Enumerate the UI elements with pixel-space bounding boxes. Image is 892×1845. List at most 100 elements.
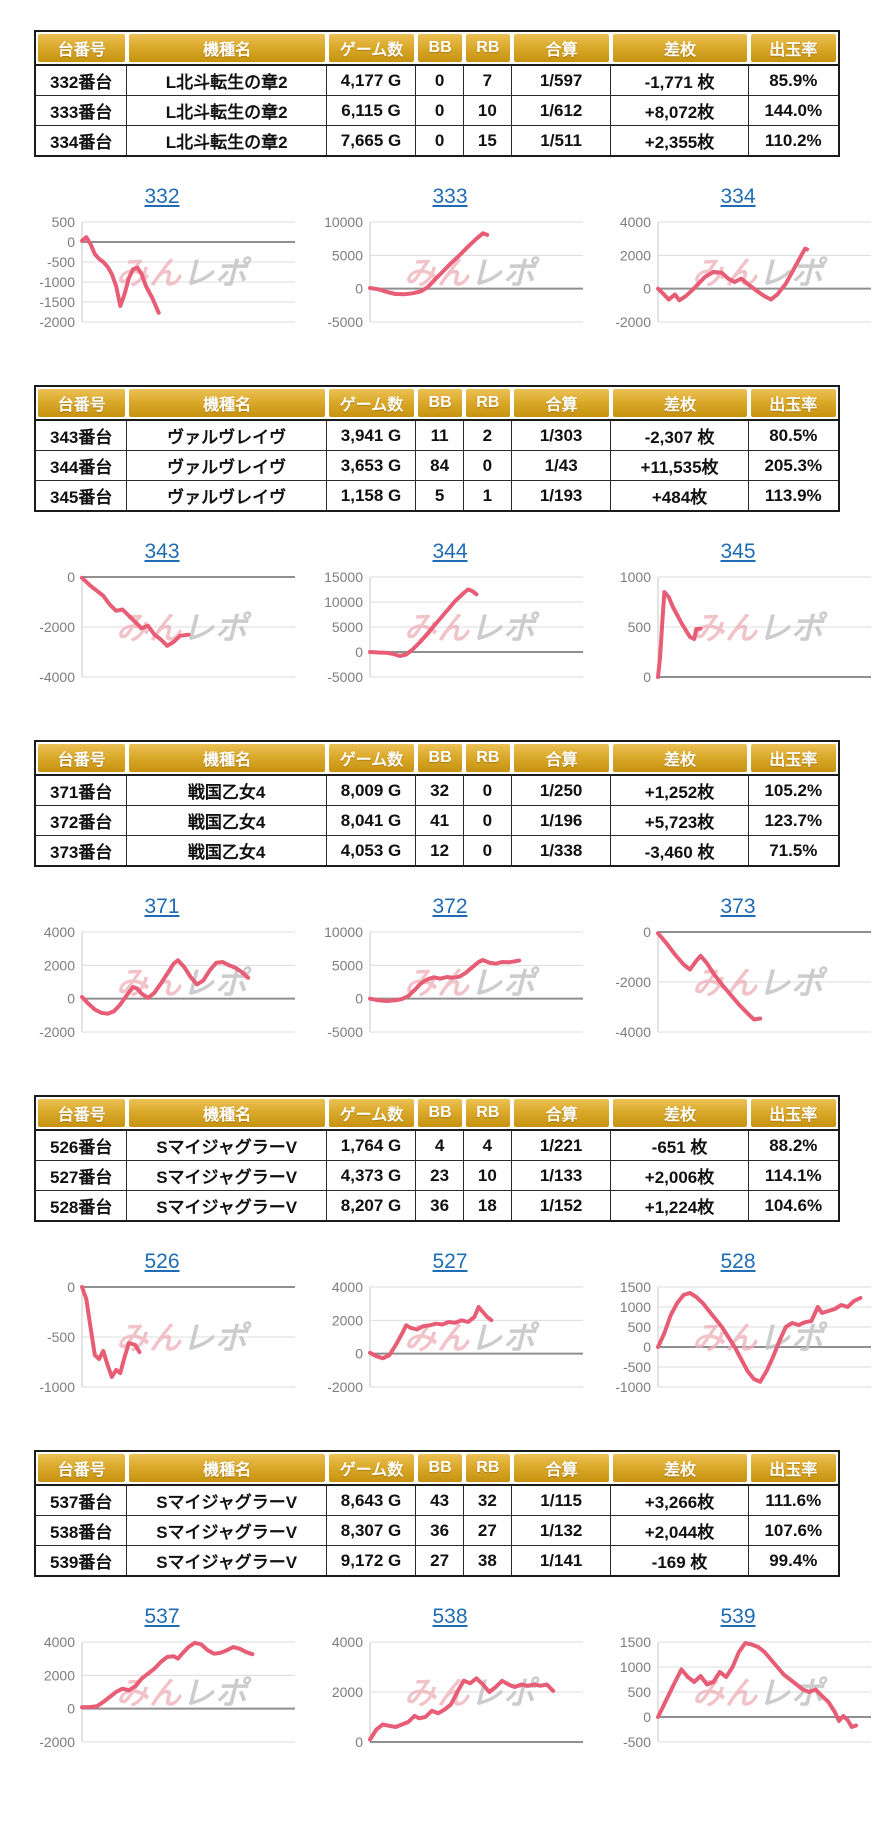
table-row: 537番台 SマイジャグラーV 8,643 G 43 32 1/115 +3,266枚 111…	[36, 1484, 838, 1516]
table-row: 539番台 SマイジャグラーV 9,172 G 27 38 1/141 -169 枚 99.4…	[36, 1546, 838, 1575]
watermark-gray-part: レポ	[470, 965, 540, 1001]
cell-diff-medals: +3,266枚	[611, 1484, 749, 1516]
table-row: 538番台 SマイジャグラーV 8,307 G 36 27 1/132 +2,044枚 107…	[36, 1516, 838, 1546]
slump-chart-block: 371 4000 2000 0 -2000 みんレポ	[18, 895, 306, 1041]
cell-combined-rate: 1/221	[511, 1129, 612, 1161]
machine-number-link[interactable]: 345	[720, 540, 756, 563]
cell-unit-number: 345番台	[36, 481, 128, 510]
cell-unit-number: 373番台	[36, 836, 128, 865]
machine-number-link[interactable]: 537	[144, 1605, 180, 1628]
machine-number-link[interactable]: 333	[432, 185, 468, 208]
cell-diff-medals: -2,307 枚	[611, 419, 749, 451]
column-header: 差枚	[611, 1452, 749, 1484]
machine-number-link[interactable]: 372	[432, 895, 468, 918]
minrepo-watermark: みんレポ	[116, 610, 252, 646]
y-tick-label: 1500	[620, 1634, 651, 1650]
y-tick-label: 500	[628, 1684, 652, 1700]
cell-bb-count: 12	[416, 836, 464, 865]
machine-number-link[interactable]: 371	[144, 895, 180, 918]
table-row: 526番台 SマイジャグラーV 1,764 G 4 4 1/221 -651 枚 88.2%	[36, 1129, 838, 1161]
cell-rb-count: 38	[463, 1546, 512, 1575]
y-tick-label: -2000	[39, 1024, 75, 1040]
cell-unit-number: 538番台	[36, 1516, 128, 1546]
cell-diff-medals: +8,072枚	[611, 96, 749, 126]
column-header: 合算	[511, 1097, 612, 1129]
cell-rb-count: 0	[463, 451, 512, 481]
slump-chart-svg: 500 0 -500 -1000 -1500 -2000 みんレポ	[39, 214, 295, 330]
cell-diff-medals: -651 枚	[611, 1129, 749, 1161]
cell-payout-rate: 113.9%	[748, 481, 838, 510]
cell-game-count: 3,653 G	[326, 451, 417, 481]
watermark-pink-part: みん	[404, 1675, 470, 1711]
y-tick-label: 0	[67, 1279, 75, 1295]
watermark-gray-part: レポ	[758, 610, 828, 646]
slump-line	[80, 958, 251, 1016]
machine-number-link[interactable]: 334	[720, 185, 756, 208]
slump-chart-svg: 15000 10000 5000 0 -5000 みんレポ	[324, 569, 583, 685]
slump-chart-block: 334 4000 2000 0 -2000 みんレポ	[594, 185, 882, 331]
y-tick-label: -5000	[327, 669, 363, 685]
slump-line	[656, 931, 763, 1022]
y-tick-label: 0	[643, 1709, 651, 1725]
y-tick-label: 2000	[332, 1684, 363, 1700]
machine-number-link[interactable]: 528	[720, 1250, 756, 1273]
slump-chart-svg: 1500 1000 500 0 -500 みんレポ	[620, 1634, 871, 1750]
cell-payout-rate: 99.4%	[748, 1546, 838, 1575]
slump-line	[656, 1291, 863, 1384]
machine-data-table: 台番号 機種名 ゲーム数 BB RB 合算 差枚 出玉率 526番台 SマイジャグラーV 1,764…	[34, 1095, 840, 1222]
table-header: 台番号 機種名 ゲーム数 BB RB 合算 差枚 出玉率	[36, 742, 838, 774]
y-tick-label: 15000	[324, 569, 363, 585]
machine-number-link[interactable]: 343	[144, 540, 180, 563]
cell-diff-medals: +11,535枚	[611, 451, 749, 481]
cell-unit-number: 528番台	[36, 1191, 128, 1220]
cell-diff-medals: -169 枚	[611, 1546, 749, 1575]
y-tick-label: -5000	[327, 314, 363, 330]
machine-number-link[interactable]: 539	[720, 1605, 756, 1628]
slump-chart-svg: 1500 1000 500 0 -500 -1000 みんレポ	[615, 1279, 871, 1395]
slump-chart-block: 373 0 -2000 -4000 みんレポ	[594, 895, 882, 1041]
column-header: BB	[416, 1452, 464, 1484]
table-body: 371番台 戦国乙女4 8,009 G 32 0 1/250 +1,252枚 105.2% 37…	[36, 774, 838, 865]
cell-payout-rate: 110.2%	[748, 126, 838, 155]
minrepo-watermark: みんレポ	[404, 965, 540, 1001]
slump-line	[656, 590, 703, 679]
column-header: ゲーム数	[326, 32, 417, 64]
cell-bb-count: 41	[416, 806, 464, 836]
column-header: BB	[416, 1097, 464, 1129]
table-body: 332番台 L北斗転生の章2 4,177 G 0 7 1/597 -1,771 枚 85.9%…	[36, 64, 838, 155]
minrepo-watermark: みんレポ	[404, 610, 540, 646]
table-header: 台番号 機種名 ゲーム数 BB RB 合算 差枚 出玉率	[36, 32, 838, 64]
machine-number-link[interactable]: 332	[144, 185, 180, 208]
cell-combined-rate: 1/250	[511, 774, 612, 806]
table-row: 373番台 戦国乙女4 4,053 G 12 0 1/338 -3,460 枚 71.5%	[36, 836, 838, 865]
cell-rb-count: 0	[463, 836, 512, 865]
machine-number-link[interactable]: 373	[720, 895, 756, 918]
column-header: 機種名	[127, 1452, 327, 1484]
cell-bb-count: 23	[416, 1161, 464, 1191]
minrepo-watermark: みんレポ	[116, 255, 252, 291]
slump-chart-svg: 0 -2000 -4000 みんレポ	[615, 924, 871, 1040]
y-tick-label: 5000	[332, 619, 363, 635]
column-header: 合算	[511, 742, 612, 774]
cell-bb-count: 32	[416, 774, 464, 806]
slump-chart-svg: 4000 2000 0 -2000 みんレポ	[327, 1279, 583, 1395]
machine-number-link[interactable]: 538	[432, 1605, 468, 1628]
cell-diff-medals: +2,044枚	[611, 1516, 749, 1546]
table-row: 528番台 SマイジャグラーV 8,207 G 36 18 1/152 +1,224枚 104…	[36, 1191, 838, 1220]
y-tick-label: 500	[52, 214, 76, 230]
y-tick-label: 0	[67, 1701, 75, 1717]
cell-payout-rate: 111.6%	[748, 1484, 838, 1516]
machine-number-link[interactable]: 527	[432, 1250, 468, 1273]
machine-group-section: 台番号 機種名 ゲーム数 BB RB 合算 差枚 出玉率 537番台 SマイジャグラーV 8,643…	[34, 1450, 892, 1751]
cell-payout-rate: 205.3%	[748, 451, 838, 481]
cell-unit-number: 334番台	[36, 126, 128, 155]
slump-line	[368, 231, 490, 297]
cell-bb-count: 43	[416, 1484, 464, 1516]
watermark-gray-part: レポ	[182, 1320, 252, 1356]
machine-number-link[interactable]: 526	[144, 1250, 180, 1273]
cell-diff-medals: +2,355枚	[611, 126, 749, 155]
slump-line	[368, 1676, 556, 1742]
watermark-gray-part: レポ	[182, 255, 252, 291]
machine-number-link[interactable]: 344	[432, 540, 468, 563]
